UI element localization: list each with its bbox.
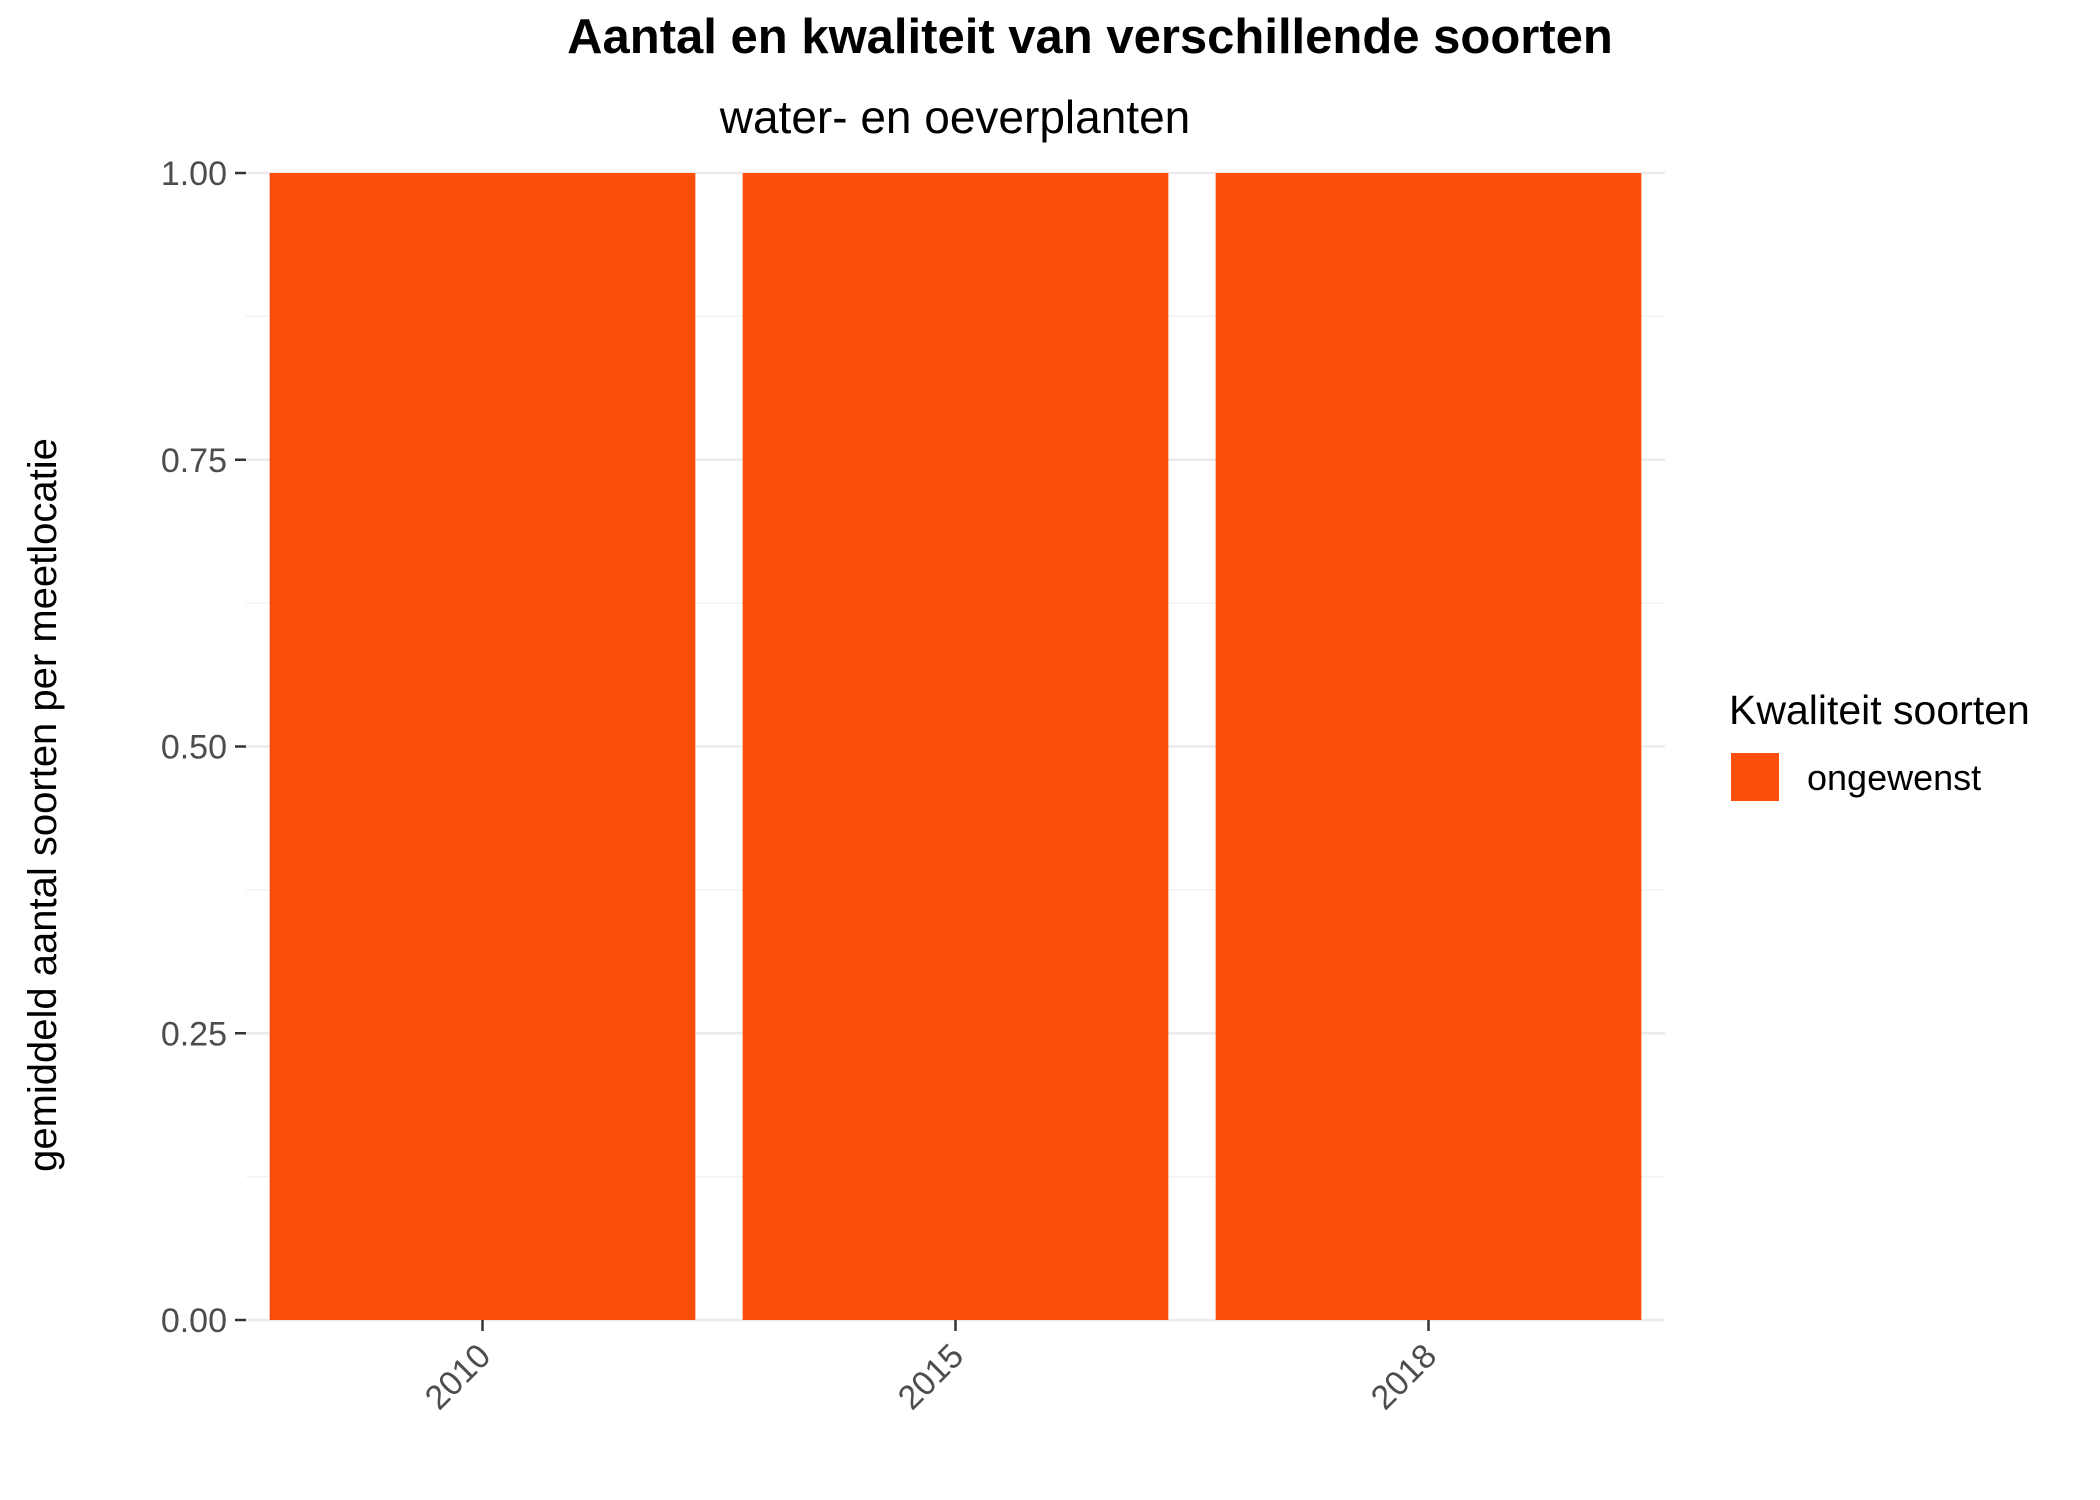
x-tick-label: 2010 — [418, 1337, 498, 1417]
x-tick-label: 2018 — [1364, 1337, 1444, 1417]
x-tick-label: 2015 — [891, 1337, 971, 1417]
bar-2015 — [742, 173, 1169, 1320]
bars — [269, 173, 1642, 1320]
legend-swatch — [1731, 753, 1779, 801]
legend-label: ongewenst — [1807, 757, 1981, 798]
y-axis: 0.00 0.25 0.50 0.75 1.00 — [161, 155, 246, 1340]
y-tick-label: 0.25 — [161, 1015, 227, 1053]
legend-title: Kwaliteit soorten — [1729, 687, 2030, 733]
y-axis-label: gemiddeld aantal soorten per meetlocatie — [21, 438, 65, 1172]
y-tick-label: 1.00 — [161, 155, 227, 193]
y-tick-label: 0.50 — [161, 729, 227, 767]
y-tick-label: 0.00 — [161, 1302, 227, 1340]
legend: Kwaliteit soorten ongewenst — [1729, 687, 2030, 801]
chart-title: Aantal en kwaliteit van verschillende so… — [567, 10, 1613, 64]
chart-subtitle: water- en oeverplanten — [719, 91, 1191, 143]
y-tick-label: 0.75 — [161, 442, 227, 480]
x-axis: 2010 2015 2018 — [418, 1320, 1444, 1417]
bar-2010 — [269, 173, 696, 1320]
bar-2018 — [1215, 173, 1642, 1320]
